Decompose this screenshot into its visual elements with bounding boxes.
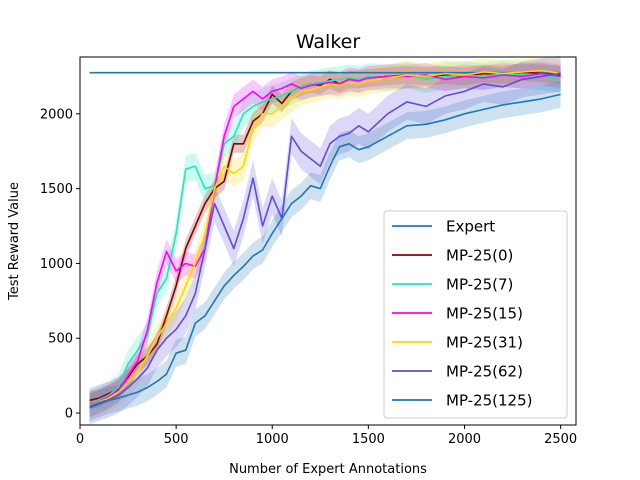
legend-label-mp-25-62: MP-25(62) xyxy=(446,363,523,381)
legend-label-expert: Expert xyxy=(446,218,495,236)
legend-label-mp-25-125: MP-25(125) xyxy=(446,392,533,410)
x-tick-label: 500 xyxy=(164,432,189,447)
x-tick-label: 2500 xyxy=(544,432,577,447)
x-tick-label: 1500 xyxy=(352,432,385,447)
legend: Expert MP-25(0) MP-25(7) MP-25(15) MP-25(31)… xyxy=(383,210,568,419)
y-tick-label: 500 xyxy=(48,332,73,347)
band-mp-25-62 xyxy=(89,55,561,425)
y-axis-ticks: 0 500 1000 1500 2000 xyxy=(40,107,80,422)
plot-frame xyxy=(79,56,577,426)
legend-box xyxy=(383,210,568,419)
y-tick-label: 0 xyxy=(65,407,73,422)
y-tick-label: 1500 xyxy=(40,182,73,197)
x-tick-label: 0 xyxy=(76,432,84,447)
series-line-mp-25-125 xyxy=(89,93,561,409)
series-line-mp-25-62 xyxy=(89,72,561,408)
series-line-mp-25-15 xyxy=(89,72,561,406)
x-tick-label: 2000 xyxy=(448,432,481,447)
legend-label-mp-25-31: MP-25(31) xyxy=(446,334,523,352)
x-axis-ticks: 0 500 1000 1500 2000 2500 xyxy=(76,425,577,447)
y-tick-label: 2000 xyxy=(40,107,73,122)
y-axis-label: Test Reward Value xyxy=(7,182,22,301)
x-axis-label: Number of Expert Annotations xyxy=(229,462,427,477)
band-mp-25-125 xyxy=(89,80,561,422)
band-mp-25-31 xyxy=(89,57,561,419)
series-line-mp-25-31 xyxy=(89,69,561,407)
legend-label-mp-25-15: MP-25(15) xyxy=(446,305,523,323)
chart-title: Walker xyxy=(296,31,361,53)
x-tick-label: 1000 xyxy=(256,432,289,447)
legend-label-mp-25-0: MP-25(0) xyxy=(446,247,513,265)
y-tick-label: 1000 xyxy=(40,257,73,272)
confidence-bands xyxy=(89,55,561,425)
legend-label-mp-25-7: MP-25(7) xyxy=(446,276,513,294)
series-lines xyxy=(89,69,561,409)
